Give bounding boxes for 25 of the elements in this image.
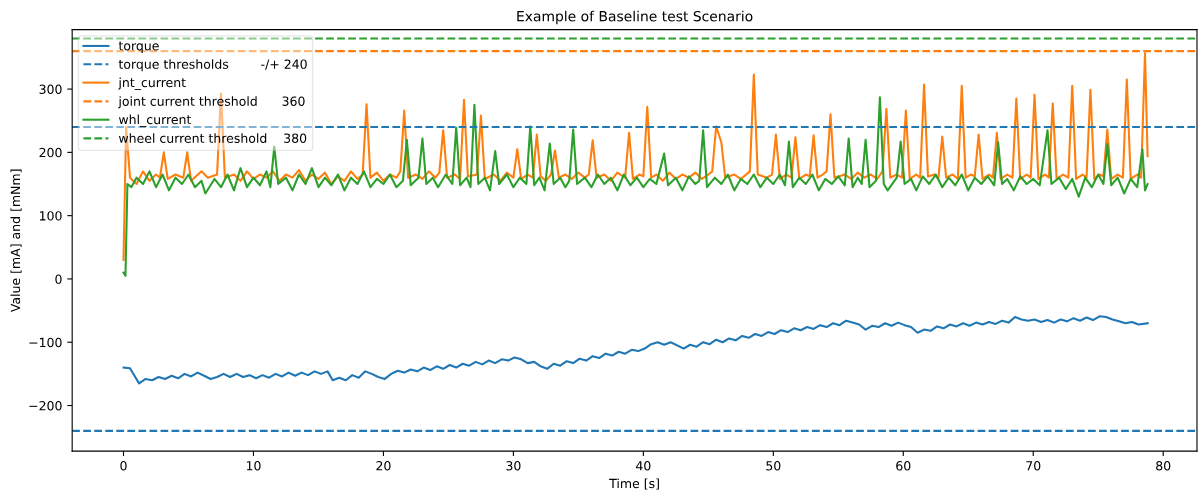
x-tick-label: 80	[1156, 461, 1171, 471]
y-tick-label: 200	[39, 147, 62, 158]
x-tick-label: 20	[376, 461, 391, 471]
x-axis-title: Time [s]	[609, 478, 659, 490]
x-tick-label: 70	[1026, 461, 1041, 471]
legend-label: torque thresholds -/+ 240	[118, 59, 307, 72]
legend-label: whl_current	[118, 114, 192, 128]
x-tick-label: 0	[120, 461, 127, 471]
x-tick-label: 10	[246, 461, 261, 471]
chart-title: Example of Baseline test Scenario	[517, 10, 753, 25]
x-tick-label: 40	[636, 461, 651, 471]
legend-label: jnt_current	[118, 77, 186, 90]
legend-label: torque	[118, 41, 159, 53]
y-axis-title: Value [mA] and [mNm]	[10, 169, 22, 313]
y-tick-label: −100	[29, 337, 62, 348]
y-tick-label: 300	[39, 84, 62, 94]
legend-label: wheel current threshold 380	[118, 133, 307, 143]
y-tick-label: 100	[39, 211, 62, 221]
x-tick-label: 30	[506, 461, 521, 471]
x-tick-label: 60	[896, 461, 911, 471]
line-series	[122, 315, 1149, 385]
y-tick-label: −200	[29, 401, 62, 411]
y-tick-label: 0	[55, 274, 62, 284]
x-tick-label: 50	[766, 461, 781, 471]
legend-label: joint current threshold 360	[118, 96, 305, 109]
